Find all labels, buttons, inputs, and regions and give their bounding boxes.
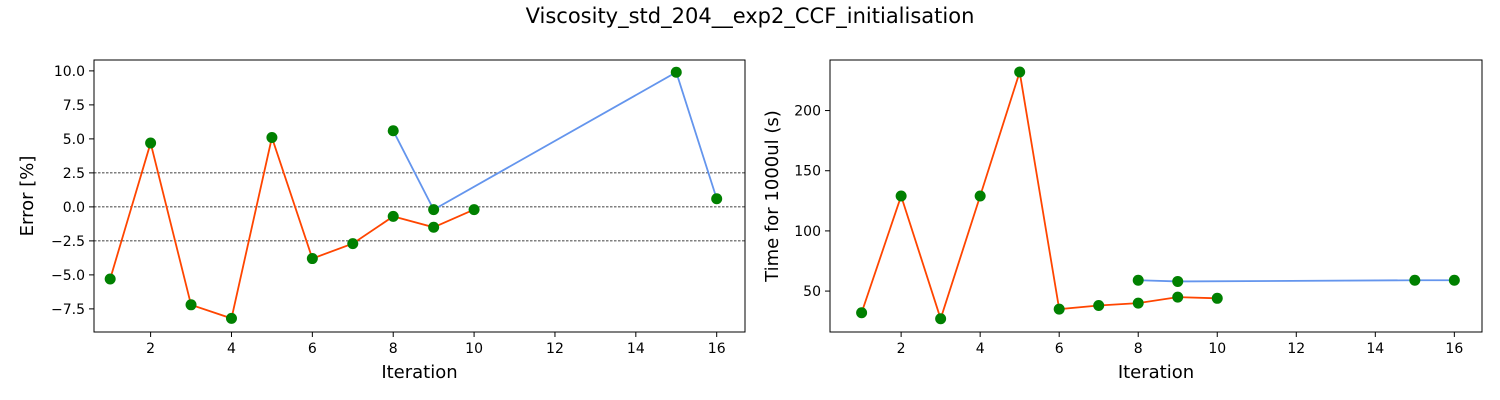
data-point	[104, 273, 116, 285]
x-tick-label: 8	[1134, 341, 1143, 357]
y-tick-label: 5.0	[63, 132, 85, 148]
data-point	[306, 253, 318, 265]
data-point	[1211, 292, 1223, 304]
data-point	[1093, 300, 1105, 312]
figure-title: Viscosity_std_204__exp2_CCF_initialisati…	[525, 4, 975, 28]
x-tick-label: 2	[897, 341, 906, 357]
plot-frame	[93, 59, 746, 333]
series-line-1	[860, 71, 1218, 322]
x-tick-label: 8	[389, 341, 398, 357]
y-tick-label: 10.0	[54, 64, 85, 80]
data-point	[935, 313, 947, 325]
x-tick-label: 14	[627, 341, 645, 357]
data-point	[670, 66, 682, 78]
y-axis-label: Time for 1000ul (s)	[762, 110, 783, 283]
chart-panel-1: 2 4 6 8 10 12 14 16 −7.5 −5.0 −2.5 0.0 2.5 5.0 7.5 10.0…	[17, 59, 746, 383]
data-point	[185, 299, 197, 311]
series-line-2	[392, 70, 718, 211]
data-point	[1172, 291, 1184, 303]
data-point	[895, 190, 907, 202]
data-point	[145, 137, 157, 149]
x-tick-label: 6	[308, 341, 317, 357]
y-tick-label: 0.0	[63, 200, 85, 216]
data-point	[1172, 275, 1184, 287]
data-point	[711, 193, 723, 205]
y-tick-label: 7.5	[63, 98, 85, 114]
data-point	[225, 312, 237, 324]
data-point	[1409, 274, 1421, 286]
series-line-1	[109, 134, 475, 320]
x-tick-label: 14	[1366, 341, 1384, 357]
x-tick-label: 4	[976, 341, 985, 357]
x-tick-label: 10	[1208, 341, 1226, 357]
x-tick-label: 16	[1445, 341, 1463, 357]
data-point	[1132, 297, 1144, 309]
x-tick-label: 2	[146, 341, 155, 357]
y-axis-label: Error [%]	[17, 156, 38, 237]
y-tick-label: −5.0	[51, 268, 85, 284]
data-point	[1014, 66, 1026, 78]
chart-panel-2: 2 4 6 8 10 12 14 16 50 100 150 200 Iteration Time for…	[762, 59, 1483, 383]
data-point	[1448, 274, 1460, 286]
plot-frame	[829, 59, 1483, 333]
y-tick-label: 50	[803, 284, 821, 300]
y-tick-label: 200	[794, 104, 821, 120]
y-tick-label: 150	[794, 164, 821, 180]
y-tick-label: −2.5	[51, 234, 85, 250]
y-tick-label: −7.5	[51, 302, 85, 318]
x-tick-label: 4	[227, 341, 236, 357]
x-tick-label: 10	[465, 341, 483, 357]
data-point	[266, 132, 278, 144]
data-point	[387, 210, 399, 222]
data-point	[428, 204, 440, 216]
x-tick-label: 12	[546, 341, 564, 357]
data-point	[468, 204, 480, 216]
data-point	[347, 238, 359, 250]
x-tick-label: 16	[708, 341, 726, 357]
data-point	[1053, 303, 1065, 315]
y-tick-label: 2.5	[63, 166, 85, 182]
data-point	[856, 307, 868, 319]
data-point	[1132, 274, 1144, 286]
y-tick-label: 100	[794, 224, 821, 240]
x-tick-label: 6	[1055, 341, 1064, 357]
data-point	[387, 125, 399, 137]
x-axis-label: Iteration	[1118, 362, 1194, 383]
data-point	[974, 190, 986, 202]
series-line-2	[1138, 279, 1455, 283]
data-point	[428, 221, 440, 233]
x-tick-label: 12	[1287, 341, 1305, 357]
x-axis-label: Iteration	[381, 362, 457, 383]
